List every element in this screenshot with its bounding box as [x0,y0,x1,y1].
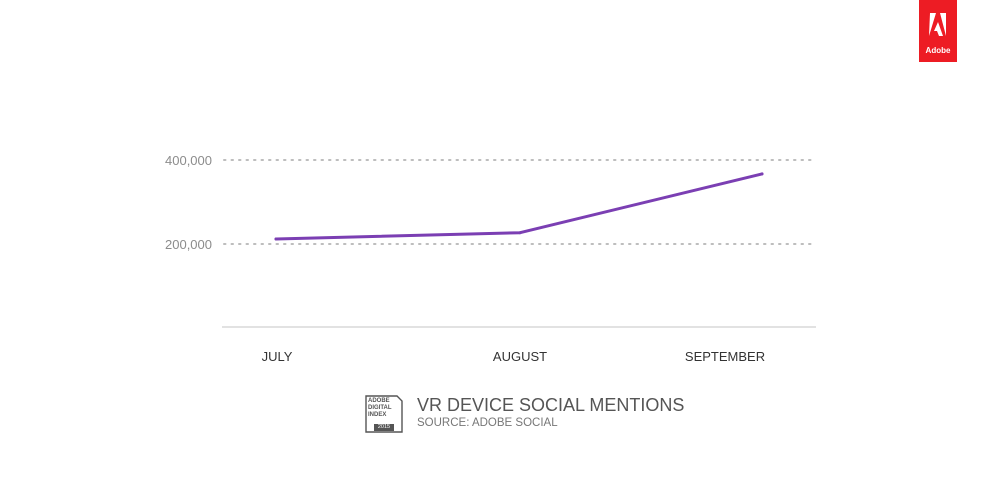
adobe-logo: Adobe [919,0,957,62]
badge-line-3: INDEX [368,412,387,418]
badge-line-1: ADOBE [368,398,390,404]
digital-index-badge: ADOBE DIGITAL INDEX 2015 [364,394,404,434]
badge-line-2: DIGITAL [368,405,392,411]
y-tick-label: 400,000 [165,153,212,168]
y-tick-label: 200,000 [165,237,212,252]
data-point [518,231,522,235]
x-tick-label: SEPTEMBER [685,349,765,364]
data-point [760,172,764,176]
x-tick-label: JULY [262,349,293,364]
data-point [274,237,278,241]
x-tick-labels: JULY AUGUST SEPTEMBER [262,349,766,364]
badge-year: 2015 [374,424,394,431]
logo-text: Adobe [925,46,951,55]
adobe-a-icon [929,13,946,36]
chart-source: SOURCE: ADOBE SOCIAL [417,417,558,429]
x-tick-label: AUGUST [493,349,547,364]
grid-lines [223,159,813,245]
series-layer [274,172,764,241]
series-line [274,172,764,241]
badge-frame-icon [365,395,403,433]
chart-title: VR DEVICE SOCIAL MENTIONS [417,395,685,415]
y-tick-labels: 200,000 400,000 [165,153,212,252]
